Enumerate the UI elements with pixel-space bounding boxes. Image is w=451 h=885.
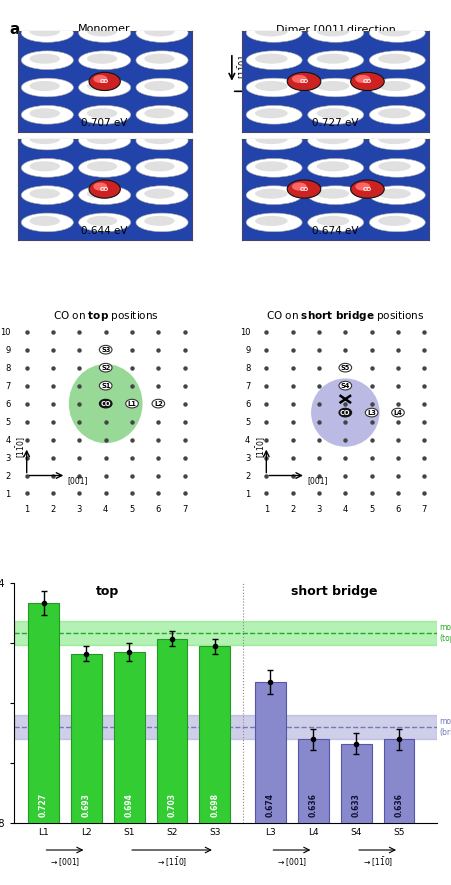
Text: top: top (96, 585, 120, 598)
Text: monomer
(top): monomer (top) (440, 623, 451, 643)
Text: [1$\bar{1}$0]: [1$\bar{1}$0] (237, 55, 250, 79)
Text: 0.674: 0.674 (266, 793, 275, 817)
Text: [001]: [001] (68, 476, 88, 485)
Text: 0.636: 0.636 (395, 793, 404, 817)
Bar (156, 639, 187, 823)
Text: S4: S4 (341, 382, 350, 389)
Text: S1: S1 (101, 382, 110, 389)
Text: short bridge: short bridge (291, 585, 378, 598)
Text: 0.636: 0.636 (309, 793, 318, 817)
Text: 0.703: 0.703 (167, 793, 176, 817)
Bar (199, 646, 230, 823)
Circle shape (99, 381, 112, 390)
Circle shape (365, 408, 378, 417)
Ellipse shape (311, 379, 380, 447)
Text: 0.727: 0.727 (39, 793, 48, 817)
Text: [001]: [001] (249, 98, 271, 107)
Text: Monomer: Monomer (78, 24, 131, 35)
Title: CO on $\bf{short\ bridge}$ positions: CO on $\bf{short\ bridge}$ positions (266, 309, 424, 322)
Text: a: a (9, 22, 20, 37)
Bar (383, 739, 414, 823)
Circle shape (339, 381, 352, 390)
Text: L4: L4 (308, 827, 318, 836)
Text: $\rightarrow$[1$\bar{1}$0]: $\rightarrow$[1$\bar{1}$0] (156, 856, 188, 869)
Text: L2: L2 (154, 401, 163, 406)
Circle shape (99, 399, 112, 408)
Text: $\rightarrow$[001]: $\rightarrow$[001] (276, 856, 308, 868)
Circle shape (391, 408, 404, 417)
Circle shape (152, 399, 165, 408)
Circle shape (99, 345, 112, 354)
Bar (71, 654, 102, 823)
Text: $\rightarrow$[1$\bar{1}$0]: $\rightarrow$[1$\bar{1}$0] (362, 856, 393, 869)
Title: CO on $\bf{top}$ positions: CO on $\bf{top}$ positions (53, 309, 159, 322)
Bar (114, 652, 145, 823)
Bar (255, 682, 286, 823)
Bar (298, 739, 329, 823)
Text: S3: S3 (209, 827, 221, 836)
Text: 0.698: 0.698 (210, 793, 219, 817)
Text: S4: S4 (350, 827, 362, 836)
Text: L3: L3 (265, 827, 276, 836)
Text: [1$\bar{1}$0]: [1$\bar{1}$0] (15, 435, 28, 458)
Bar (341, 743, 372, 823)
Circle shape (126, 399, 138, 408)
Text: S2: S2 (101, 365, 110, 371)
Text: Dimer [001] direction: Dimer [001] direction (276, 24, 396, 35)
Text: [1$\bar{1}$0]: [1$\bar{1}$0] (254, 435, 268, 458)
Bar (28, 603, 59, 823)
Text: L3: L3 (367, 410, 376, 416)
Text: CO: CO (101, 401, 111, 406)
Text: L2: L2 (81, 827, 92, 836)
Bar (14, 621, 437, 645)
Bar (14, 715, 437, 739)
Text: S2: S2 (166, 827, 178, 836)
Text: [001]: [001] (307, 476, 327, 485)
Text: CO: CO (340, 410, 350, 416)
Text: L1: L1 (128, 401, 137, 406)
Text: 0.633: 0.633 (352, 793, 361, 817)
Text: $\rightarrow$[001]: $\rightarrow$[001] (49, 856, 81, 868)
Text: L1: L1 (38, 827, 49, 836)
Text: S5: S5 (341, 365, 350, 371)
Circle shape (339, 364, 352, 372)
Ellipse shape (69, 364, 143, 443)
Circle shape (99, 364, 112, 372)
Circle shape (339, 408, 352, 417)
Text: 0.694: 0.694 (124, 793, 133, 817)
Text: 0.693: 0.693 (82, 793, 91, 817)
Text: S5: S5 (393, 827, 405, 836)
Text: monomer
(bridge): monomer (bridge) (440, 718, 451, 737)
Text: L4: L4 (394, 410, 402, 416)
Text: S1: S1 (124, 827, 135, 836)
Text: S3: S3 (101, 347, 110, 353)
